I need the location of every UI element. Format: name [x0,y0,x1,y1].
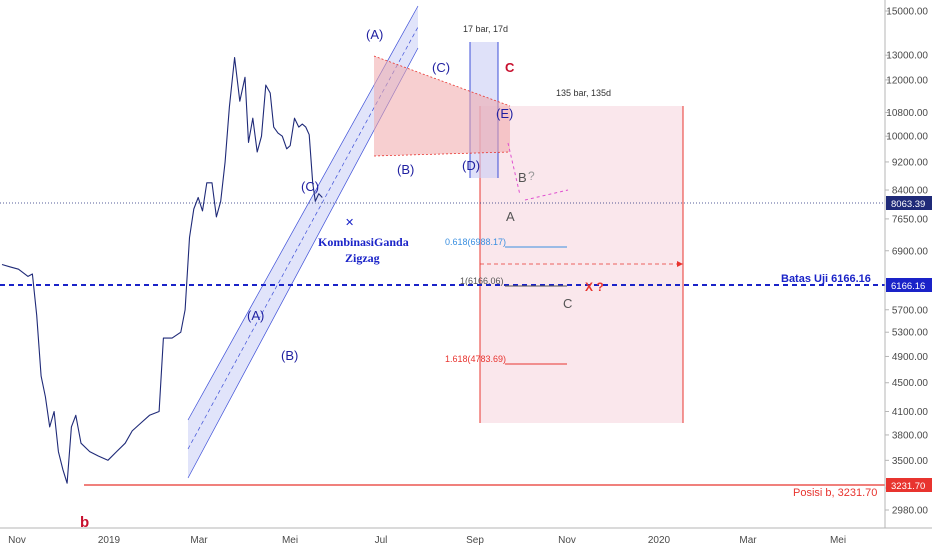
triangle-upper [373,55,511,107]
y-tick-label: 4500.00 [892,378,929,389]
y-tick-label: 7650.00 [892,214,929,225]
projection-arrowhead [677,261,683,267]
price-axis[interactable] [885,0,932,528]
wave-label-b: B [518,170,527,185]
x-tick-label: Mei [830,535,846,546]
price-series-line [1,57,323,484]
x-marker-label: X ? [585,280,604,294]
y-tick-label: 10800.00 [886,108,928,119]
y-tick-label: 8400.00 [892,186,929,197]
batas-price-value: 6166.16 [891,281,925,292]
batas-uji-label: Batas Uji 6166.16 [781,273,871,285]
current-price-value: 8063.39 [891,199,925,210]
posisi-price-value: 3231.70 [891,481,925,492]
y-tick-label: 15000.00 [886,7,928,18]
price-series [1,57,323,484]
y-tick-label: 5700.00 [892,305,929,316]
y-tick-label: 3800.00 [892,430,929,441]
posisi-price-badge [886,478,932,492]
y-tick-label: 13000.00 [886,51,928,62]
posisi-b-label: Posisi b, 3231.70 [793,487,877,499]
y-tick-label: 9200.00 [892,157,929,168]
fib-0618-label: 0.618(6988.17) [445,237,506,247]
y-tick-label: 6900.00 [892,246,929,257]
x-tick-label: Nov [8,535,26,546]
x-tick-label: Jul [375,535,388,546]
wave-b-projection-2 [524,189,569,201]
range-label-17: 17 bar, 17d [463,24,508,34]
wave-b-projection-1 [507,142,521,196]
y-tick-label: 5300.00 [892,328,929,339]
x-tick-label: 2020 [648,535,671,546]
current-price-badge [886,196,932,210]
plot-area[interactable] [0,0,885,528]
wave-label-A-low: (A) [247,308,264,323]
batas-price-badge [886,278,932,292]
y-tick-label: 2980.00 [892,506,929,517]
x-tick-label: 2019 [98,535,121,546]
fib-1-label: 1(6166.06) [460,276,504,286]
red-c-label: C [505,60,515,75]
triangle-pattern [374,56,510,156]
y-tick-label: 4100.00 [892,407,929,418]
wave-label-B-low: (B) [281,348,298,363]
x-tick-label: Mei [282,535,298,546]
wave-label-A-top: (A) [366,27,383,42]
wave-label-c: C [563,296,572,311]
x-tick-label: Sep [466,535,484,546]
wave-label-C-mid: (C) [301,179,319,194]
wave-label-D: (D) [462,158,480,173]
time-axis[interactable] [0,528,932,550]
pattern-label-line1: KombinasiGanda [318,235,409,249]
x-tick-label: Mar [190,535,208,546]
zigzag-marker-icon: ✕ [345,217,354,229]
y-tick-labels: 15000.00 13000.00 12000.00 10800.00 10000.00… [885,7,928,517]
pattern-label-line2: Zigzag [345,251,380,265]
y-tick-label: 10000.00 [886,132,928,143]
wave-label-B-top: (B) [397,162,414,177]
triangle-lower [373,151,511,157]
y-tick-label: 12000.00 [886,75,928,86]
y-tick-label: 3500.00 [892,456,929,467]
x-tick-label: Nov [558,535,576,546]
red-b-label: b [80,514,89,531]
range-label-135: 135 bar, 135d [556,88,611,98]
fib-1618-label: 1.618(4783.69) [445,354,506,364]
wave-label-C-top: (C) [432,60,450,75]
projection-box [480,106,683,423]
x-tick-label: Mar [739,535,757,546]
y-tick-label: 4900.00 [892,352,929,363]
wave-label-a: A [506,209,515,224]
rising-channel [188,6,418,478]
x-tick-labels: Nov 2019 Mar Mei Jul Sep Nov 2020 Mar Mei [8,535,846,546]
wave-label-b-question: ? [528,169,535,183]
wave-label-E: (E) [496,106,513,121]
